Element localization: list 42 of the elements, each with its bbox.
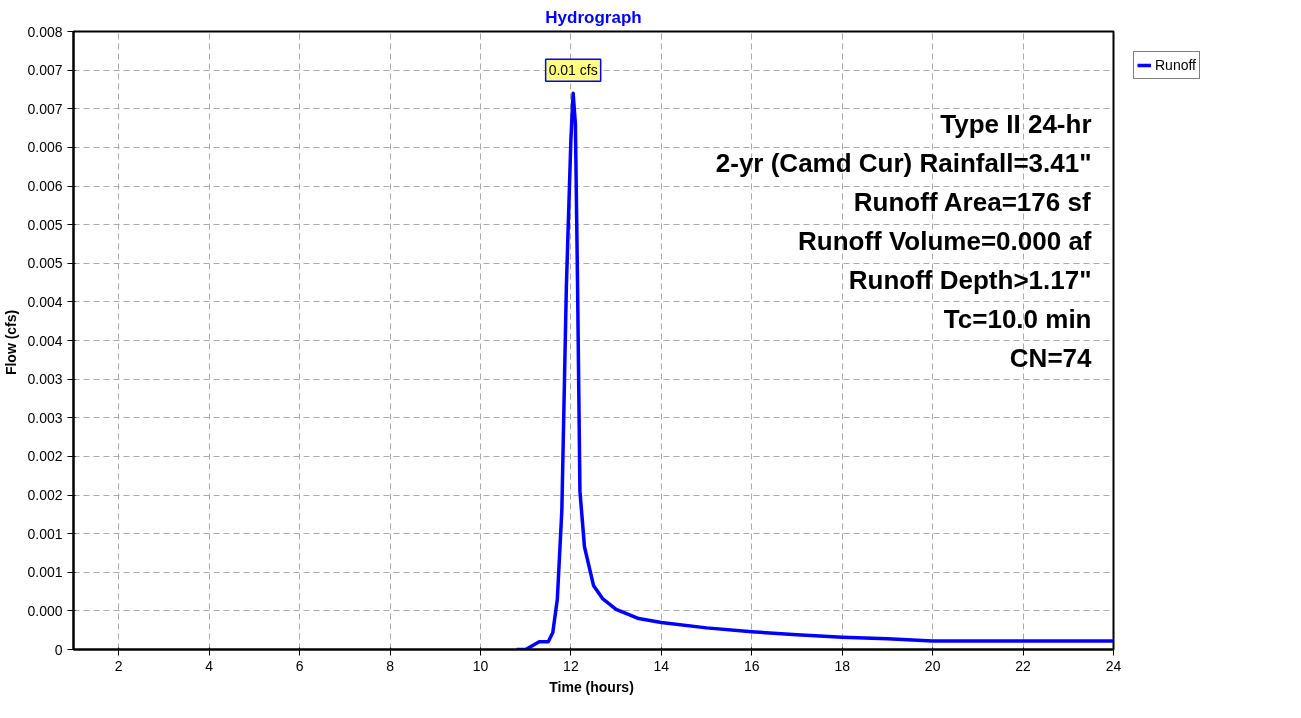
annotation: Runoff Volume=0.000 af <box>797 225 1092 256</box>
annotation: 0.01 cfs <box>548 62 598 79</box>
x-tick-label: 4 <box>205 657 214 674</box>
y-tick-label: 0.003 <box>27 371 63 388</box>
y-tick-label: 0.002 <box>27 448 63 465</box>
chart-title: Hydrograph <box>545 7 642 27</box>
annotation: Type II 24-hr <box>940 108 1092 139</box>
legend-label: Runoff <box>1155 57 1196 73</box>
y-tick-label: 0.003 <box>27 409 63 426</box>
x-tick-label: 8 <box>386 657 395 674</box>
x-tick-label: 14 <box>653 657 670 674</box>
y-tick-label: 0.005 <box>27 216 63 233</box>
y-tick-label: 0.006 <box>27 139 63 156</box>
x-tick-label: 16 <box>743 657 760 674</box>
x-tick-label: 24 <box>1105 657 1122 674</box>
y-tick-label: 0.001 <box>27 564 63 581</box>
annotation: Tc=10.0 min <box>943 303 1092 334</box>
x-tick-label: 18 <box>834 657 851 674</box>
y-tick-label: 0.005 <box>27 255 63 272</box>
annotation: CN=74 <box>1009 342 1093 373</box>
x-tick-label: 12 <box>563 657 579 674</box>
annotation: 2-yr (Camd Cur) Rainfall=3.41" <box>715 147 1092 178</box>
y-tick-label: 0 <box>54 641 63 658</box>
y-tick-label: 0.007 <box>27 62 63 79</box>
y-tick-label: 0.001 <box>27 525 63 542</box>
annotation: Runoff Area=176 sf <box>853 186 1091 217</box>
y-tick-label: 0.006 <box>27 178 63 194</box>
y-tick-label: 0.007 <box>27 100 63 117</box>
y-tick-label: 0.008 <box>27 23 63 40</box>
annotation: Runoff Depth>1.17" <box>848 264 1092 295</box>
y-tick-label: 0.004 <box>27 332 63 349</box>
y-axis-title: Flow (cfs) <box>3 309 20 376</box>
x-axis-title: Time (hours) <box>549 678 634 695</box>
x-tick-label: 20 <box>924 657 941 674</box>
line-series <box>514 91 1114 650</box>
x-tick-label: 22 <box>1015 657 1032 674</box>
x-tick-label: 6 <box>295 657 304 674</box>
x-tick-label: 10 <box>472 657 489 674</box>
x-tick-label: 2 <box>114 657 123 674</box>
y-tick-label: 0.000 <box>27 602 63 619</box>
y-tick-label: 0.004 <box>27 293 63 310</box>
y-tick-label: 0.002 <box>27 487 63 503</box>
